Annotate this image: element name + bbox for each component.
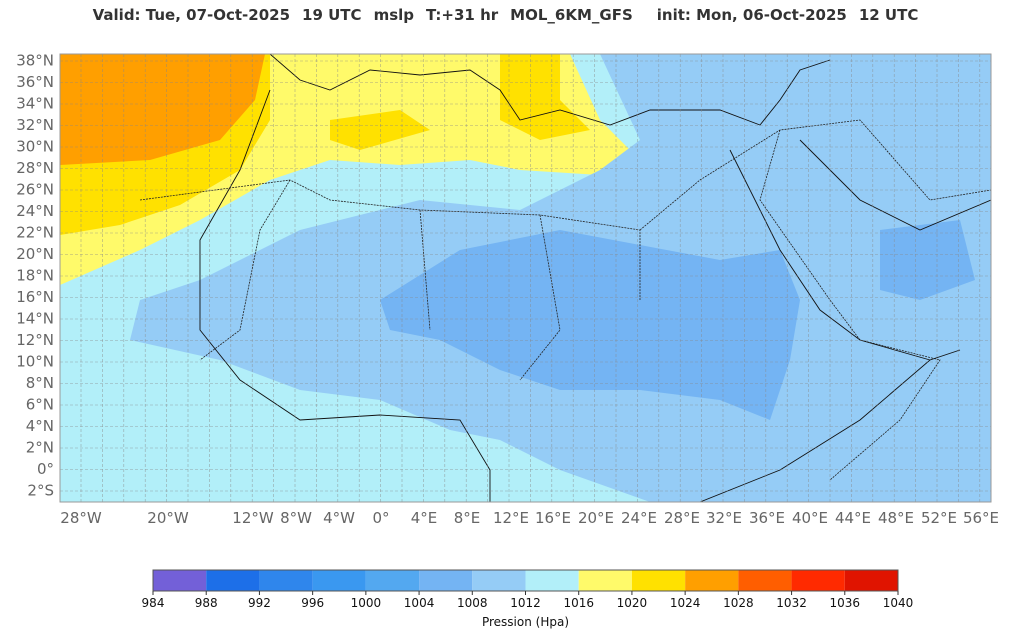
lon-label: 52°E — [921, 509, 957, 527]
init: init: Mon, 06-Oct-2025 — [656, 6, 847, 24]
lon-label: 4°E — [411, 509, 438, 527]
axis-labels: 38°N 36°N 34°N 32°N 30°N 28°N 26°N 24°N 22°N 20°N… — [16, 52, 999, 528]
lon-label: 16°E — [535, 509, 571, 527]
colorbar-tick-label: 996 — [301, 596, 324, 610]
lat-label: 36°N — [16, 73, 54, 91]
init-time: 12 UTC — [858, 6, 919, 24]
lat-label: 34°N — [16, 95, 54, 113]
colorbar-swatch — [312, 570, 366, 591]
model: MOL_6KM_GFS — [510, 6, 633, 24]
colorbar-swatch — [206, 570, 260, 591]
lon-label: 40°E — [792, 509, 828, 527]
lat-label: 38°N — [16, 52, 54, 70]
colorbar-tick-label: 988 — [195, 596, 218, 610]
region-1004 — [380, 220, 975, 420]
colorbar-tick-label: 1040 — [883, 596, 914, 610]
lon-label: 28°E — [664, 509, 700, 527]
step: T:+31 hr — [426, 6, 499, 24]
colorbar-swatch — [365, 570, 420, 591]
lat-label: 24°N — [16, 202, 54, 220]
valid-time: 19 UTC — [302, 6, 362, 24]
lat-label: 10°N — [16, 353, 54, 371]
colorbar-swatch — [525, 570, 579, 591]
map-frame — [59, 53, 992, 503]
lon-label: 24°E — [621, 509, 657, 527]
coastline — [199, 54, 991, 502]
graticule — [60, 54, 991, 502]
borders — [139, 119, 991, 481]
colorbar-swatch — [738, 570, 792, 591]
lat-label: 2°N — [26, 439, 54, 457]
colorbar-tick-label: 1004 — [404, 596, 435, 610]
lon-label: 36°E — [749, 509, 785, 527]
valid: Valid: Tue, 07-Oct-2025 — [92, 6, 291, 24]
colorbar-swatch — [791, 570, 845, 591]
title: Valid: Tue, 07-Oct-2025 19 UTC mslp T:+31 h… — [0, 6, 1011, 24]
lat-label: 28°N — [16, 159, 54, 177]
colorbar-tick-label: 1036 — [830, 596, 861, 610]
colorbar-label: Pression (Hpa) — [482, 615, 569, 629]
colorbar-tick-label: 1028 — [723, 596, 754, 610]
lat-label: 0° — [37, 460, 54, 478]
colorbar-tick-label: 1020 — [617, 596, 648, 610]
colorbar-tick-label: 1000 — [351, 596, 382, 610]
lat-label: 18°N — [16, 267, 54, 285]
colorbar-swatch — [472, 570, 526, 591]
lon-label: 20°E — [578, 509, 614, 527]
lat-label: 2°S — [27, 482, 54, 500]
colorbar-swatch — [419, 570, 473, 591]
lat-label: 30°N — [16, 138, 54, 156]
lat-label: 26°N — [16, 181, 54, 199]
colorbar-tick-label: 984 — [142, 596, 165, 610]
lat-label: 20°N — [16, 245, 54, 263]
colorbar-swatch — [259, 570, 313, 591]
colorbar-tick-label: 1012 — [510, 596, 541, 610]
lon-label: 28°W — [60, 509, 102, 527]
lon-label: 8°W — [280, 509, 312, 527]
colorbar-tick-label: 992 — [248, 596, 271, 610]
colorbar-swatch — [631, 570, 686, 591]
lon-label: 8°E — [454, 509, 481, 527]
lat-label: 22°N — [16, 224, 54, 242]
colorbar-swatch — [844, 570, 898, 591]
colorbar-tick-label: 1032 — [776, 596, 807, 610]
lat-label: 8°N — [26, 374, 54, 392]
colorbar-tick-label: 1008 — [457, 596, 488, 610]
colorbar: 984 988 992 996 1000 1004 1008 1012 1016 1020 1024… — [142, 569, 914, 629]
colorbar-swatch — [685, 570, 739, 591]
lat-label: 6°N — [26, 396, 54, 414]
colorbar-swatch — [578, 570, 632, 591]
lat-label: 32°N — [16, 116, 54, 134]
lon-label: 44°E — [835, 509, 871, 527]
lon-label: 56°E — [963, 509, 999, 527]
lon-label: 32°E — [706, 509, 742, 527]
lon-label: 48°E — [878, 509, 914, 527]
field: mslp — [373, 6, 414, 24]
lon-label: 12°E — [493, 509, 529, 527]
pressure-field — [60, 54, 991, 502]
lat-label: 4°N — [26, 417, 54, 435]
lon-label: 0° — [372, 509, 389, 527]
lon-label: 20°W — [147, 509, 189, 527]
colorbar-tick-label: 1016 — [563, 596, 594, 610]
lat-label: 14°N — [16, 310, 54, 328]
lon-label: 12°W — [232, 509, 274, 527]
lat-label: 12°N — [16, 331, 54, 349]
colorbar-tick-label: 1024 — [670, 596, 701, 610]
lon-label: 4°W — [323, 509, 355, 527]
lat-label: 16°N — [16, 288, 54, 306]
colorbar-swatch — [153, 570, 207, 591]
region-1024 — [60, 54, 265, 165]
